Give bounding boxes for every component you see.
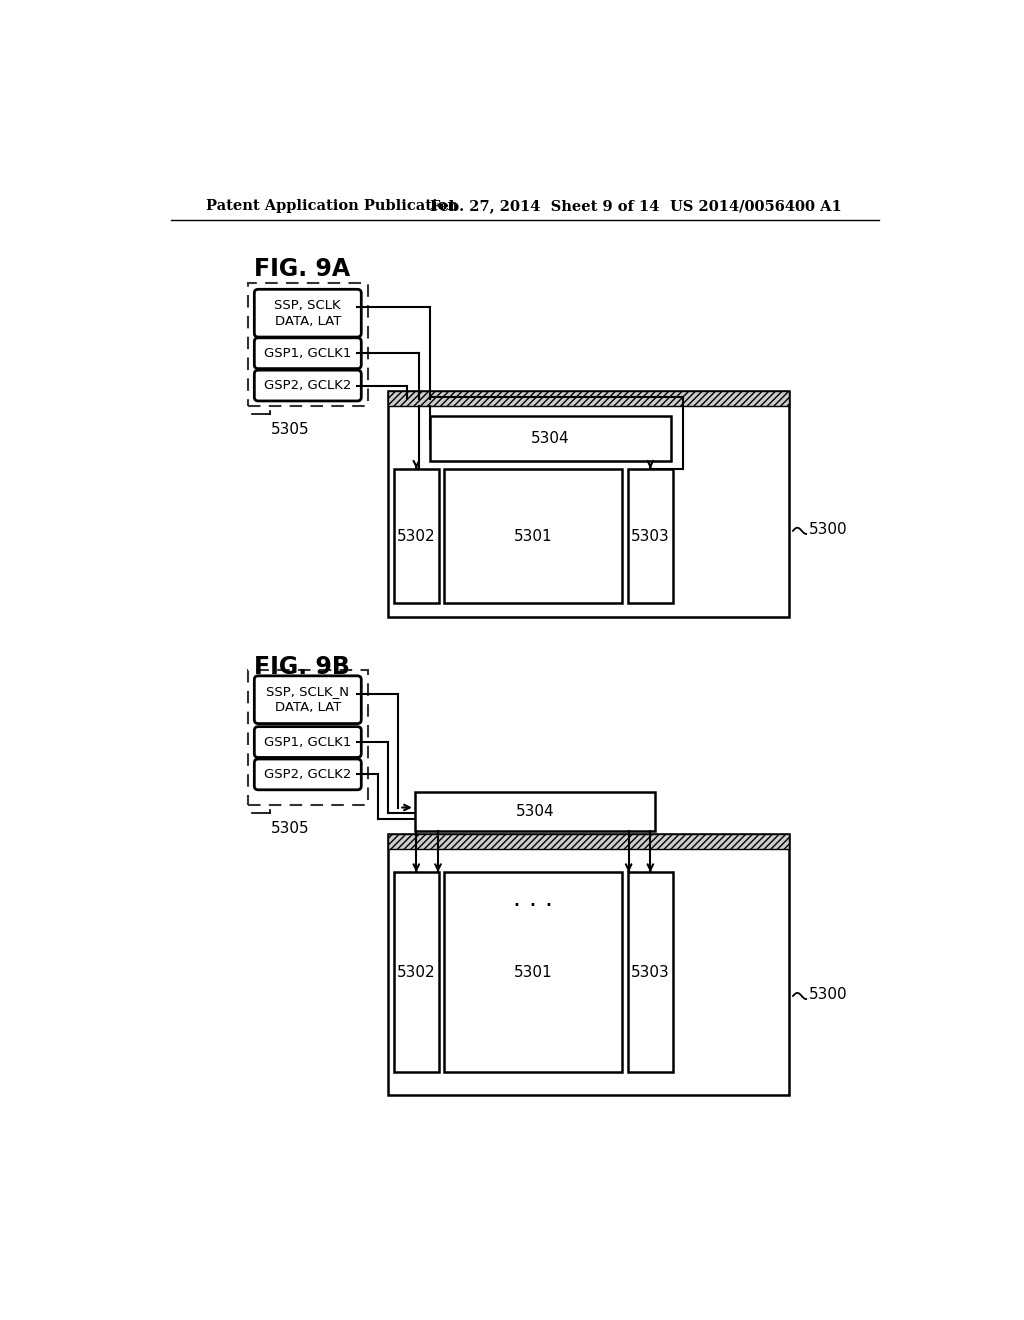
- Text: GSP1, GCLK1: GSP1, GCLK1: [264, 347, 351, 360]
- FancyBboxPatch shape: [254, 289, 361, 337]
- FancyBboxPatch shape: [254, 726, 361, 758]
- FancyBboxPatch shape: [254, 338, 361, 368]
- Bar: [430, 416, 671, 461]
- Text: . . .: . . .: [513, 887, 553, 911]
- Bar: [628, 873, 673, 1072]
- Text: GSP2, GCLK2: GSP2, GCLK2: [264, 379, 351, 392]
- Text: 5300: 5300: [809, 521, 848, 537]
- Bar: [248, 284, 369, 407]
- Text: GSP1, GCLK1: GSP1, GCLK1: [264, 735, 351, 748]
- Text: Patent Application Publication: Patent Application Publication: [206, 199, 458, 213]
- Bar: [248, 671, 369, 805]
- Text: 5302: 5302: [397, 965, 435, 979]
- Bar: [388, 834, 790, 1096]
- Text: US 2014/0056400 A1: US 2014/0056400 A1: [671, 199, 843, 213]
- FancyBboxPatch shape: [254, 759, 361, 789]
- Bar: [415, 792, 655, 830]
- Bar: [444, 873, 623, 1072]
- Text: 5300: 5300: [809, 987, 848, 1002]
- Text: GSP2, GCLK2: GSP2, GCLK2: [264, 768, 351, 781]
- Text: FIG. 9B: FIG. 9B: [254, 655, 350, 678]
- Text: 5305: 5305: [271, 821, 310, 836]
- Text: 5301: 5301: [514, 965, 553, 979]
- Text: 5304: 5304: [515, 804, 554, 818]
- Bar: [394, 873, 438, 1072]
- Text: SSP, SCLK_N
DATA, LAT: SSP, SCLK_N DATA, LAT: [266, 685, 349, 714]
- Bar: [388, 391, 790, 407]
- Bar: [394, 469, 438, 603]
- Text: Feb. 27, 2014  Sheet 9 of 14: Feb. 27, 2014 Sheet 9 of 14: [430, 199, 659, 213]
- Text: 5301: 5301: [514, 528, 553, 544]
- Bar: [388, 391, 790, 616]
- Text: FIG. 9A: FIG. 9A: [254, 257, 350, 281]
- Text: 5304: 5304: [531, 432, 569, 446]
- FancyBboxPatch shape: [254, 676, 361, 723]
- Text: 5302: 5302: [397, 528, 435, 544]
- Bar: [388, 834, 790, 849]
- Text: 5305: 5305: [271, 422, 310, 437]
- Bar: [628, 469, 673, 603]
- Bar: [444, 469, 623, 603]
- Text: 5303: 5303: [631, 965, 670, 979]
- FancyBboxPatch shape: [254, 370, 361, 401]
- Text: 5303: 5303: [631, 528, 670, 544]
- Text: SSP, SCLK
DATA, LAT: SSP, SCLK DATA, LAT: [274, 298, 341, 327]
